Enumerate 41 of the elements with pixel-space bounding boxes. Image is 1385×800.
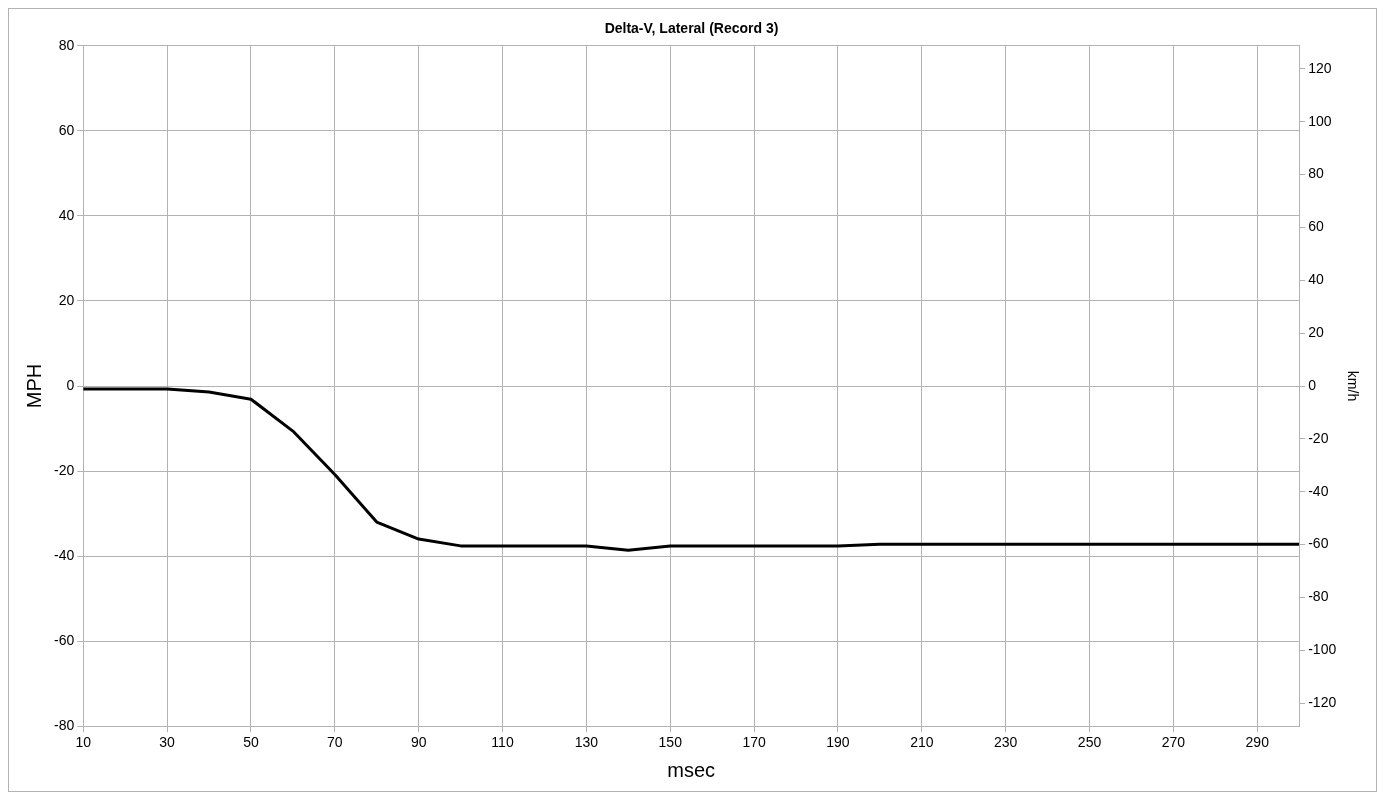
x-tick-label: 270: [1161, 734, 1186, 751]
x-tick-label: 230: [994, 734, 1018, 751]
y2-tick-label: 80: [1308, 165, 1324, 182]
y2-tick-label: -100: [1308, 641, 1337, 658]
y2-tick-label: 40: [1308, 271, 1324, 288]
y2-tick-label: -80: [1308, 588, 1329, 605]
y-tick-label: -80: [54, 717, 75, 734]
x-tick-label: 250: [1077, 734, 1102, 751]
y-axis-title: MPH: [22, 363, 45, 409]
x-tick-label: 150: [658, 734, 683, 751]
y2-tick-label: 20: [1308, 323, 1324, 340]
y2-tick-label: 0: [1308, 376, 1317, 393]
x-tick-label: 130: [574, 734, 599, 751]
y2-tick-label: -20: [1308, 429, 1329, 446]
y2-tick-label: 100: [1308, 112, 1332, 129]
y-tick-label: -20: [54, 461, 75, 478]
chart-title: Delta-V, Lateral (Record 3): [604, 20, 779, 37]
y-tick-label: 80: [58, 36, 75, 53]
y2-axis-title: km/h: [1344, 370, 1361, 402]
y-tick-label: 0: [66, 376, 75, 393]
y2-tick-label: -60: [1308, 535, 1329, 552]
y-tick-label: 60: [58, 121, 75, 138]
y-tick-label: 20: [58, 291, 75, 308]
x-tick-label: 90: [410, 734, 427, 751]
x-tick-label: 170: [742, 734, 766, 751]
y2-tick-label: -40: [1308, 482, 1329, 499]
x-tick-label: 10: [75, 734, 92, 751]
y2-tick-label: 120: [1308, 59, 1332, 76]
y2-tick-label: 60: [1308, 218, 1324, 235]
x-tick-label: 30: [159, 734, 176, 751]
x-tick-label: 50: [243, 734, 259, 751]
x-tick-label: 210: [910, 734, 934, 751]
x-axis-title: msec: [667, 758, 716, 781]
y2-tick-label: -120: [1308, 694, 1337, 711]
x-tick-label: 190: [826, 734, 850, 751]
x-tick-label: 290: [1245, 734, 1270, 751]
y-tick-label: -60: [54, 632, 75, 649]
y-tick-label: -40: [54, 546, 75, 563]
y-tick-label: 40: [58, 206, 75, 223]
x-tick-label: 70: [327, 734, 343, 751]
x-tick-label: 110: [491, 734, 514, 751]
